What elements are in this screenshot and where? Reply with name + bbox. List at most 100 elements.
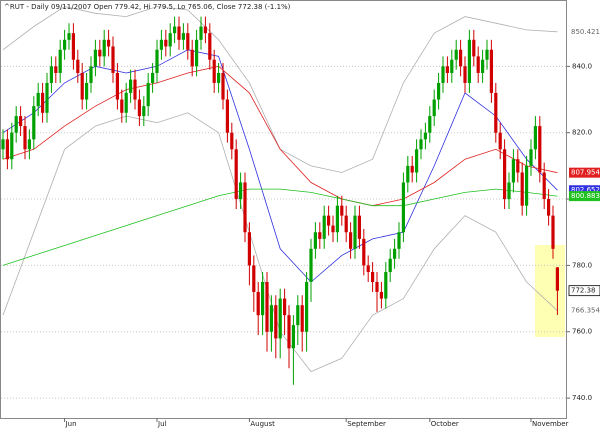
indicator-label-box [569,185,600,196]
candle-body [225,99,229,133]
candle-body [313,232,317,249]
candle-body [265,281,269,332]
candle-body [507,182,511,200]
close-label-box [568,285,600,297]
candle-body [489,49,493,93]
candle-body [287,315,291,349]
x-tick-label: October [431,420,459,428]
x-tick-label: Jul [157,420,167,428]
candle-body [36,92,40,107]
candle-body [357,215,361,239]
candle-body [14,116,18,133]
candle-body [388,258,392,273]
candle-body [454,49,458,60]
candle-body [45,82,49,113]
candle-body [120,99,124,113]
indicator-label: 800.883 [571,192,600,200]
x-tick-label: Jun [65,420,77,428]
candle-body [63,39,67,50]
candle-body [476,56,480,73]
candle-body [137,99,141,117]
candle-body [555,267,559,291]
candle-body [256,291,260,316]
candle-body [520,172,524,206]
candle-body [432,99,436,117]
candle-body [133,79,137,100]
candle-body [353,215,357,249]
candle-body [10,132,14,160]
candle-body [98,49,102,57]
candle-body [5,139,9,160]
candle-body [19,116,23,127]
candle-body [437,82,441,100]
candle-body [89,66,93,83]
candle-body [221,72,225,100]
candle-body [173,26,177,34]
candle-body [450,59,454,73]
candle-body [419,139,423,150]
indicator-line [2,188,558,266]
candle-body [124,92,128,113]
candle-body [538,126,542,173]
candle-body [375,281,379,292]
candle-body [115,72,119,100]
candle-body [195,39,199,67]
candle-body [155,49,159,73]
indicator-label: 766.354 [571,307,600,315]
highlight-box [535,245,565,337]
candle-body [331,225,335,233]
indicator-line [2,65,558,207]
candle-body [203,26,207,34]
candle-body [397,232,401,249]
candle-body [93,49,97,67]
candle-body [58,49,62,73]
indicator-label: 802.652 [571,186,600,194]
indicator-label: 850.421 [571,28,600,36]
chart-title: ^RUT - Daily 09/11/2007 Open 779.42, Hi … [4,3,291,11]
candle-body [54,66,58,73]
candle-body [291,325,295,349]
candle-body [32,106,36,140]
y-tick-label: 760.0 [572,328,592,336]
candle-body [401,182,405,233]
candle-body [239,182,243,200]
candle-body [344,215,348,233]
candle-body [498,132,502,150]
candle-body [142,106,146,117]
candle-body [467,39,471,83]
candle-body [186,33,190,50]
x-tick-label: November [532,420,569,428]
candle-body [208,33,212,60]
candle-body [305,281,309,332]
candle-body [1,139,5,150]
candle-body [27,139,31,150]
candle-body [269,305,273,332]
indicator-label-box [569,167,600,178]
candle-body [379,291,383,299]
candle-body [217,72,221,83]
candle-body [274,305,278,339]
candle-body [230,132,234,150]
candle-body [423,132,427,140]
candle-body [503,149,507,200]
candle-body [76,59,80,73]
indicator-label: 807.954 [571,169,600,177]
candle-body [234,149,238,200]
candle-body [335,205,339,233]
candle-body [309,248,313,282]
y-tick-label: 820.0 [572,129,592,137]
candle-body [129,79,133,93]
candle-body [67,33,71,40]
candle-body [252,265,256,292]
indicator-label-box [569,191,600,202]
candle-body [318,232,322,239]
candle-body [340,205,344,216]
candle-body [80,72,84,100]
candle-body [410,165,414,173]
candle-body [362,238,366,266]
candle-body [71,33,75,60]
candle-body [177,26,181,40]
candle-body [441,66,445,83]
